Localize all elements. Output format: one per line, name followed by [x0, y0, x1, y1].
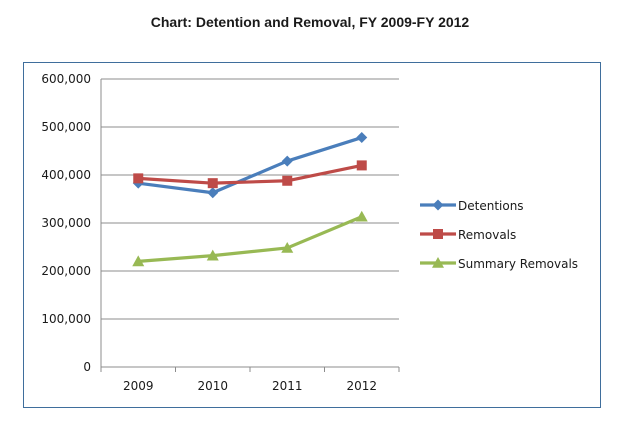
x-tick-label: 2012: [346, 379, 377, 393]
x-tick-label: 2010: [197, 379, 228, 393]
legend-marker-detentions: [432, 199, 444, 211]
summary-removals-point: [132, 255, 145, 267]
chart-title: Chart: Detention and Removal, FY 2009-FY…: [150, 14, 470, 30]
x-tick-label: 2009: [123, 379, 154, 393]
legend-label-summary-removals: Summary Removals: [458, 257, 578, 271]
removals-line: [136, 163, 364, 185]
summary-removals-line: [136, 215, 364, 263]
x-tick-label: 2011: [272, 379, 303, 393]
summary-removals-point: [355, 210, 368, 222]
y-tick-label: 400,000: [41, 168, 91, 182]
y-tick-label: 600,000: [41, 72, 91, 86]
legend-marker-removals: [433, 229, 443, 239]
detentions-point: [281, 155, 293, 167]
removals-point: [356, 160, 367, 171]
removals-point: [282, 175, 293, 186]
detentions-point: [356, 132, 368, 144]
chart-frame: [23, 62, 601, 408]
y-tick-label: 0: [83, 360, 91, 374]
detentions-line: [136, 135, 364, 195]
legend-marker-summary-removals: [432, 257, 444, 268]
legend-label-removals: Removals: [458, 228, 516, 242]
y-tick-label: 300,000: [41, 216, 91, 230]
y-tick-label: 100,000: [41, 312, 91, 326]
detentions-point: [207, 187, 219, 199]
summary-removals-point: [281, 241, 294, 253]
summary-removals-point: [206, 249, 219, 261]
y-tick-label: 200,000: [41, 264, 91, 278]
removals-point: [207, 178, 218, 189]
y-tick-label: 500,000: [41, 120, 91, 134]
legend-label-detentions: Detentions: [458, 199, 524, 213]
removals-point: [133, 173, 144, 184]
